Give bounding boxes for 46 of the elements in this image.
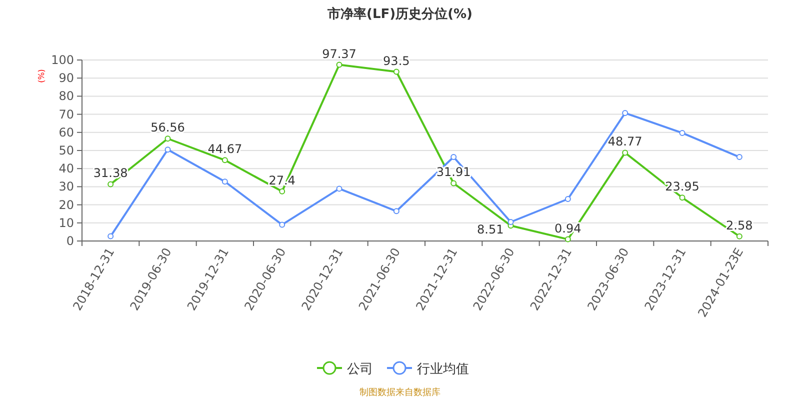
point bbox=[450, 154, 457, 160]
data-label: 56.56 bbox=[150, 120, 185, 135]
y-axis-title: (%) bbox=[37, 69, 46, 83]
legend-label: 公司 bbox=[347, 362, 373, 377]
data-label: 2.58 bbox=[726, 218, 753, 232]
point bbox=[108, 181, 114, 188]
point bbox=[679, 194, 686, 201]
y-tick-label: 100 bbox=[51, 53, 74, 67]
point bbox=[393, 208, 400, 214]
point bbox=[222, 157, 228, 164]
y-tick-label: 90 bbox=[58, 71, 74, 86]
y-tick-label: 40 bbox=[58, 162, 74, 176]
point bbox=[108, 233, 114, 240]
data-label: 48.77 bbox=[608, 134, 642, 149]
y-tick-label: 20 bbox=[58, 198, 74, 212]
point bbox=[622, 150, 628, 156]
point bbox=[736, 154, 742, 160]
point bbox=[393, 68, 400, 75]
point bbox=[564, 236, 571, 242]
y-tick-label: 30 bbox=[58, 180, 74, 194]
text: 制图数据来自数据库 bbox=[360, 387, 440, 398]
y-tick-label: 50 bbox=[58, 144, 74, 158]
point bbox=[279, 188, 286, 194]
point bbox=[622, 110, 628, 116]
y-tick-label: 80 bbox=[58, 89, 74, 104]
y-tick-label: 0 bbox=[66, 234, 74, 248]
y-tick-label: 10 bbox=[58, 216, 74, 230]
data-label: 97.37 bbox=[322, 46, 356, 61]
point bbox=[336, 62, 342, 68]
point bbox=[564, 196, 571, 202]
point bbox=[164, 136, 171, 142]
point bbox=[679, 130, 686, 136]
chart-title: 市净率(LF)历史分位(%) bbox=[326, 6, 472, 22]
y-tick-label: 60 bbox=[58, 125, 74, 140]
point bbox=[736, 233, 742, 240]
point bbox=[336, 186, 342, 192]
point bbox=[508, 218, 514, 225]
data-label: 8.51 bbox=[477, 222, 504, 237]
point bbox=[164, 146, 171, 153]
point bbox=[279, 222, 286, 228]
point bbox=[222, 178, 228, 185]
data-label: 44.67 bbox=[208, 142, 242, 156]
data-label: 93.5 bbox=[383, 54, 410, 68]
point bbox=[450, 180, 457, 186]
legend-label: 行业均值 bbox=[417, 362, 469, 377]
y-tick-label: 70 bbox=[58, 107, 74, 122]
